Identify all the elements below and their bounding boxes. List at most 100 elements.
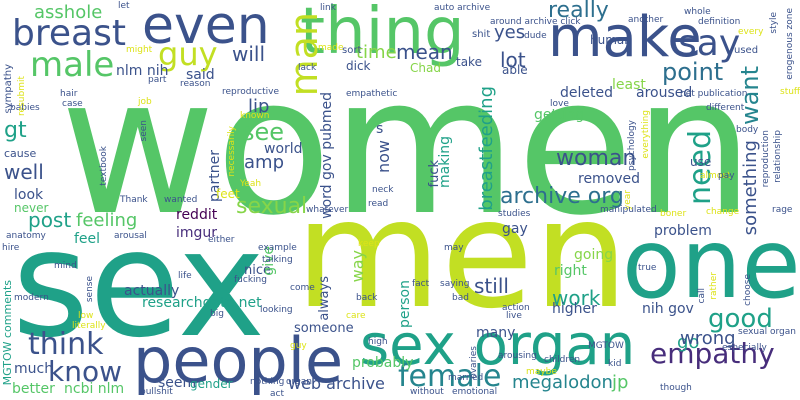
word-Yeah: Yeah: [240, 179, 262, 189]
word-example: example: [258, 243, 297, 253]
word-asshole: asshole: [34, 2, 103, 23]
word-make: make: [548, 5, 702, 70]
word-keep: keep: [358, 239, 380, 249]
word-feeling: feeling: [76, 210, 138, 231]
word-something: something: [740, 140, 761, 236]
word-organ: organ: [286, 377, 312, 387]
word-world: world: [264, 141, 303, 157]
word-choose: choose: [743, 274, 753, 306]
word-used: used: [734, 45, 759, 56]
word-pay: pay: [718, 171, 735, 181]
word-sense: sense: [85, 276, 95, 303]
word-guy-small: guy: [290, 341, 307, 351]
word-action: action: [502, 303, 530, 313]
word-cause: cause: [4, 147, 37, 160]
word-net-publication: net publication: [680, 89, 748, 99]
word-deleted: deleted: [560, 85, 613, 101]
word-men: men: [295, 168, 629, 342]
word-say: say: [678, 23, 741, 64]
word-Chad: Chad: [410, 61, 441, 75]
word-someone: someone: [294, 321, 354, 336]
word-might: might: [126, 45, 153, 55]
word-better: better: [12, 381, 55, 397]
word-talking: talking: [262, 255, 293, 265]
word-post: post: [28, 208, 72, 232]
word-live: live: [506, 311, 522, 321]
word-babies: babies: [10, 103, 40, 113]
word-never: never: [14, 201, 49, 215]
word-come: come: [290, 283, 315, 293]
word-without: without: [410, 387, 444, 397]
word-back: back: [356, 293, 378, 303]
word-nlm-nih: nlm nih: [116, 63, 169, 79]
word-link: link: [320, 3, 336, 13]
word-high: high: [368, 337, 388, 347]
word-hair: hair: [60, 89, 78, 99]
word-reproduction: reproduction: [761, 130, 771, 188]
word-mean: mean: [396, 40, 453, 64]
word-male: male: [30, 45, 115, 85]
word-dick: dick: [346, 59, 371, 73]
word-dude: dude: [524, 31, 547, 41]
word-made: made: [318, 43, 344, 53]
word-way: way: [348, 250, 367, 283]
word-sexual: sexual: [236, 194, 308, 219]
word-going: going: [574, 247, 614, 263]
word-gay: gay: [502, 221, 528, 237]
word-known: known: [240, 111, 270, 121]
word-studies: studies: [498, 209, 531, 219]
word-gender: gender: [190, 377, 233, 391]
word-every: every: [738, 27, 764, 37]
word-point: point: [662, 58, 724, 86]
word-definition: definition: [698, 17, 741, 27]
word-reproductive: reproductive: [222, 87, 280, 97]
word-fucking: fucking: [234, 275, 267, 285]
word-big: big: [210, 309, 224, 319]
word-married: married: [448, 373, 484, 383]
word-job: job: [138, 97, 152, 107]
word-necessarily: necessarily: [227, 126, 237, 177]
word-modern: modern: [14, 293, 49, 303]
word-may: may: [444, 243, 464, 253]
word-see: see: [242, 118, 285, 146]
word-love: love: [550, 99, 569, 109]
word-around-archive-click: around archive click: [490, 17, 581, 27]
word-emotional: emotional: [452, 387, 498, 397]
word-still: still: [474, 274, 509, 298]
word-researchgate-net: researchgate net: [142, 295, 262, 311]
word-textbook: textbook: [99, 146, 109, 186]
word-said: said: [186, 67, 215, 83]
word-sex: sex: [12, 198, 266, 370]
word-rage: rage: [772, 205, 793, 215]
word-yes: yes: [494, 22, 526, 43]
word-lack: lack: [298, 63, 317, 73]
word-low: low: [78, 311, 94, 321]
word-guy: guy: [158, 35, 218, 73]
word-bullshit: bullshit: [140, 387, 173, 397]
word-fact: fact: [412, 279, 430, 289]
word-well: well: [4, 160, 44, 184]
word-case: case: [62, 99, 83, 109]
word-nothing: nothing: [250, 377, 285, 387]
word-go: go: [677, 332, 700, 353]
word-able: able: [502, 63, 528, 77]
word-literally: literally: [72, 321, 106, 331]
word-will: will: [232, 42, 266, 66]
word-person: person: [397, 280, 413, 328]
word-anatomy: anatomy: [6, 231, 46, 241]
word-feet: feet: [216, 187, 240, 201]
word-imgur: imgur: [176, 225, 218, 241]
word-stuff: stuff: [780, 87, 800, 97]
word-feel: feel: [74, 231, 101, 247]
word-almost: almost: [700, 171, 731, 181]
word-neck: neck: [372, 185, 394, 195]
word-hire: hire: [2, 243, 20, 253]
word-care: care: [346, 311, 366, 321]
word-change: change: [706, 207, 740, 217]
word-work: work: [552, 286, 601, 310]
word-though: though: [660, 383, 692, 393]
word-jp: jp: [612, 372, 629, 393]
word-human: human: [590, 33, 632, 47]
word-word-gov-pubmed: word gov pubmed: [319, 92, 335, 219]
word-seen: seen: [139, 120, 149, 142]
